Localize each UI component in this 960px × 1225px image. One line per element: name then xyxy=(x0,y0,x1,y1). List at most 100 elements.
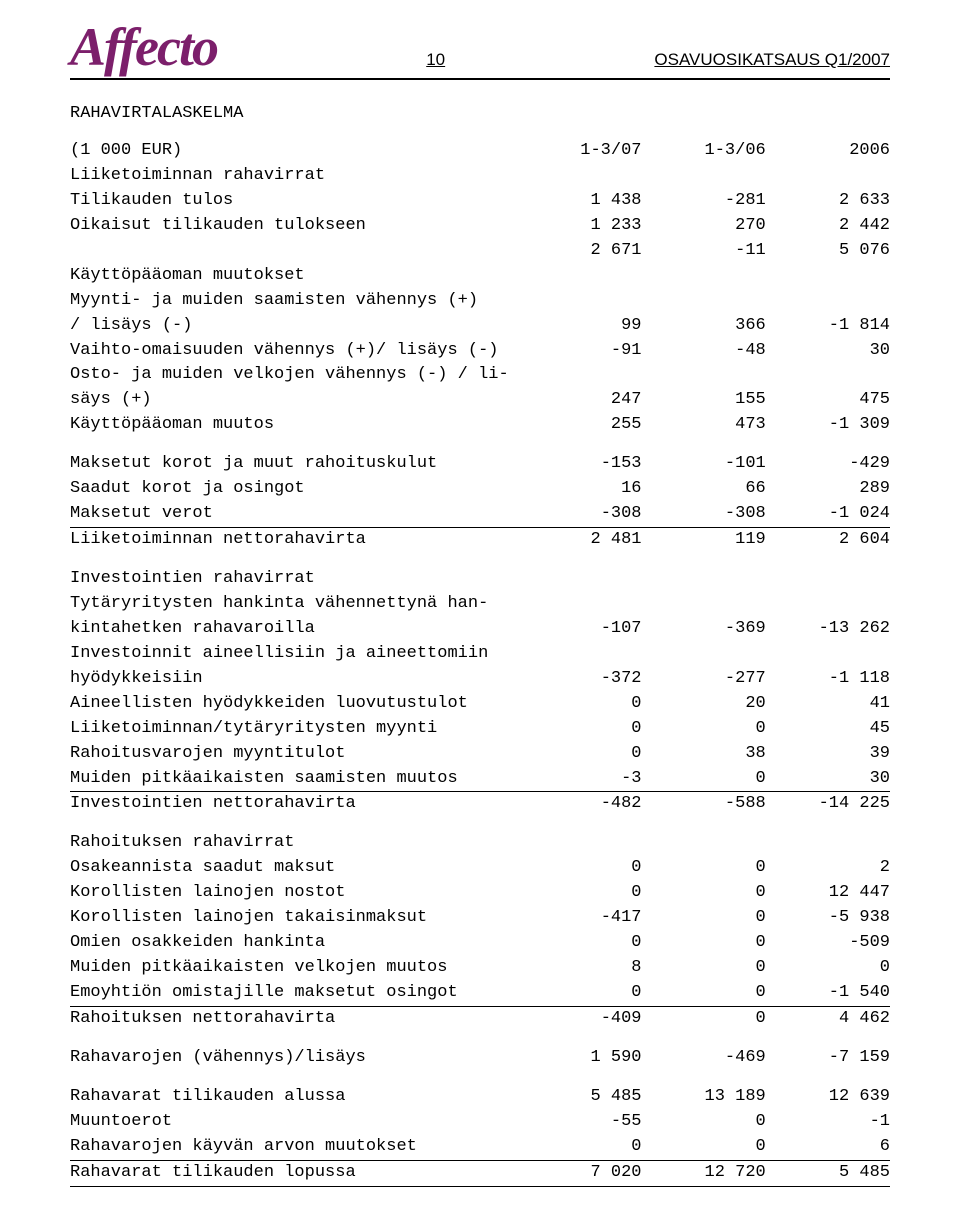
row-value: 20 xyxy=(642,692,766,717)
row-value: 2 481 xyxy=(517,528,641,553)
page-container: Affecto 10 OSAVUOSIKATSAUS Q1/2007 RAHAV… xyxy=(0,0,960,1225)
row-value: 7 020 xyxy=(517,1160,641,1186)
row-value: 0 xyxy=(517,717,641,742)
table-row: Liiketoiminnan rahavirrat xyxy=(70,164,890,189)
row-value: -3 xyxy=(517,767,641,792)
table-row: Osto- ja muiden velkojen vähennys (-) / … xyxy=(70,363,890,388)
row-value xyxy=(517,363,641,388)
row-value: 0 xyxy=(517,742,641,767)
table-row: Osakeannista saadut maksut002 xyxy=(70,856,890,881)
row-value xyxy=(766,567,890,592)
row-value: 12 447 xyxy=(766,881,890,906)
table-row: Käyttöpääoman muutokset xyxy=(70,264,890,289)
row-label: Muuntoerot xyxy=(70,1110,517,1135)
row-value xyxy=(642,592,766,617)
affecto-logo: Affecto xyxy=(70,20,217,74)
table-row: Muuntoerot-550-1 xyxy=(70,1110,890,1135)
row-value xyxy=(766,164,890,189)
row-label: Vaihto-omaisuuden vähennys (+)/ lisäys (… xyxy=(70,339,517,364)
table-row: Saadut korot ja osingot1666289 xyxy=(70,477,890,502)
row-label: Käyttöpääoman muutos xyxy=(70,413,517,438)
row-value: 270 xyxy=(642,214,766,239)
row-value xyxy=(517,592,641,617)
row-label: Omien osakkeiden hankinta xyxy=(70,931,517,956)
row-value xyxy=(642,363,766,388)
table-row: Muiden pitkäaikaisten saamisten muutos-3… xyxy=(70,767,890,792)
row-value: 99 xyxy=(517,314,641,339)
table-row: Tilikauden tulos1 438-2812 633 xyxy=(70,189,890,214)
row-value: 39 xyxy=(766,742,890,767)
row-value: 0 xyxy=(642,906,766,931)
section-title: RAHAVIRTALASKELMA xyxy=(70,104,890,123)
row-value xyxy=(642,831,766,856)
row-value: 0 xyxy=(642,981,766,1006)
row-label: Emoyhtiön omistajille maksetut osingot xyxy=(70,981,517,1006)
row-value: -277 xyxy=(642,667,766,692)
row-value: 5 485 xyxy=(766,1160,890,1186)
table-row: Korollisten lainojen takaisinmaksut-4170… xyxy=(70,906,890,931)
row-label: Osakeannista saadut maksut xyxy=(70,856,517,881)
row-value: 2 633 xyxy=(766,189,890,214)
row-value: -1 814 xyxy=(766,314,890,339)
spacer-row xyxy=(70,1032,890,1046)
row-value: 2006 xyxy=(766,139,890,164)
row-label: Maksetut verot xyxy=(70,502,517,527)
row-value: 0 xyxy=(642,1110,766,1135)
table-row: Myynti- ja muiden saamisten vähennys (+) xyxy=(70,289,890,314)
table-row: Rahoituksen rahavirrat xyxy=(70,831,890,856)
row-value xyxy=(766,831,890,856)
row-value: -369 xyxy=(642,617,766,642)
row-value: 6 xyxy=(766,1135,890,1160)
row-value xyxy=(517,289,641,314)
row-value: 13 189 xyxy=(642,1085,766,1110)
table-row: Rahavarojen (vähennys)/lisäys1 590-469-7… xyxy=(70,1046,890,1071)
table-row: (1 000 EUR)1-3/071-3/062006 xyxy=(70,139,890,164)
row-value: 1 590 xyxy=(517,1046,641,1071)
row-value: -55 xyxy=(517,1110,641,1135)
row-value xyxy=(766,363,890,388)
page-number: 10 xyxy=(426,50,445,70)
row-value: 38 xyxy=(642,742,766,767)
row-value: -308 xyxy=(642,502,766,527)
table-row: Maksetut korot ja muut rahoituskulut-153… xyxy=(70,452,890,477)
row-value: -153 xyxy=(517,452,641,477)
row-value: 0 xyxy=(517,1135,641,1160)
table-row: 2 671-115 076 xyxy=(70,239,890,264)
row-value: -429 xyxy=(766,452,890,477)
row-value: 8 xyxy=(517,956,641,981)
table-row: Investointien nettorahavirta-482-588-14 … xyxy=(70,792,890,817)
row-label: Maksetut korot ja muut rahoituskulut xyxy=(70,452,517,477)
spacer-row xyxy=(70,438,890,452)
row-value: 255 xyxy=(517,413,641,438)
row-label: Käyttöpääoman muutokset xyxy=(70,264,517,289)
row-value: 155 xyxy=(642,388,766,413)
row-value xyxy=(642,289,766,314)
row-label: Tytäryritysten hankinta vähennettynä han… xyxy=(70,592,517,617)
row-value: -417 xyxy=(517,906,641,931)
row-value: -5 938 xyxy=(766,906,890,931)
row-value: -1 118 xyxy=(766,667,890,692)
row-label: säys (+) xyxy=(70,388,517,413)
row-value: -1 540 xyxy=(766,981,890,1006)
row-value xyxy=(517,831,641,856)
table-row: Liiketoiminnan nettorahavirta2 4811192 6… xyxy=(70,528,890,553)
row-value xyxy=(642,642,766,667)
row-value: 2 xyxy=(766,856,890,881)
table-row: Käyttöpääoman muutos255473-1 309 xyxy=(70,413,890,438)
row-value: 0 xyxy=(517,856,641,881)
row-label: Rahoitusvarojen myyntitulot xyxy=(70,742,517,767)
row-value: 45 xyxy=(766,717,890,742)
row-value: 2 442 xyxy=(766,214,890,239)
row-value: -588 xyxy=(642,792,766,817)
row-value: 0 xyxy=(642,881,766,906)
row-value: -14 225 xyxy=(766,792,890,817)
row-label: hyödykkeisiin xyxy=(70,667,517,692)
row-value xyxy=(642,567,766,592)
row-value: 2 671 xyxy=(517,239,641,264)
table-row: Aineellisten hyödykkeiden luovutustulot0… xyxy=(70,692,890,717)
row-label: kintahetken rahavaroilla xyxy=(70,617,517,642)
row-value: 5 076 xyxy=(766,239,890,264)
row-label: Muiden pitkäaikaisten saamisten muutos xyxy=(70,767,517,792)
row-value xyxy=(642,164,766,189)
row-value: 0 xyxy=(642,956,766,981)
